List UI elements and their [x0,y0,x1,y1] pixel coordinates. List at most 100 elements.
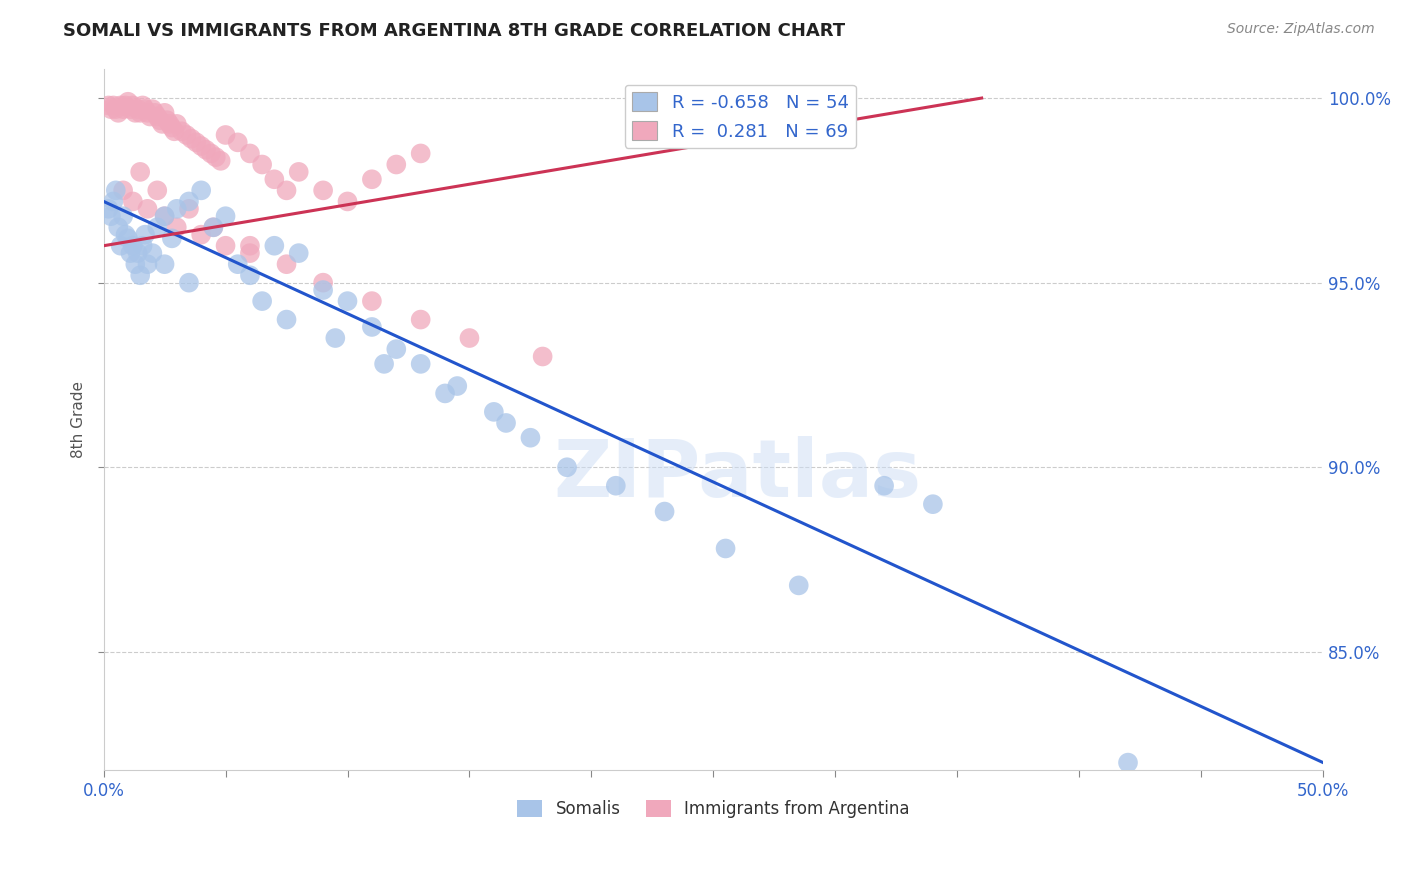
Point [176,128,198,142]
Point [239,238,262,252]
Point [373,357,395,371]
Point [150,117,173,131]
Point [177,276,200,290]
Point [97,98,120,112]
Point [482,405,505,419]
Point [153,209,176,223]
Text: ZIPatlas: ZIPatlas [554,436,922,515]
Point [312,183,335,197]
Point [122,98,145,112]
Point [153,257,176,271]
Point [209,153,232,168]
Point [226,257,249,271]
Point [180,131,202,145]
Point [195,143,218,157]
Point [495,416,517,430]
Point [873,479,896,493]
Point [214,238,236,252]
Point [519,431,541,445]
Point [385,157,408,171]
Point [110,238,132,252]
Point [263,238,285,252]
Point [141,102,163,116]
Point [186,136,208,150]
Point [163,124,186,138]
Point [120,246,142,260]
Point [250,157,273,171]
Point [120,102,142,116]
Point [287,246,309,260]
Point [446,379,468,393]
Point [159,117,181,131]
Point [226,136,249,150]
Point [714,541,737,556]
Point [605,479,627,493]
Point [112,209,135,223]
Point [200,146,222,161]
Point [458,331,481,345]
Point [239,268,262,283]
Point [146,220,169,235]
Point [112,183,135,197]
Point [555,460,578,475]
Point [361,294,384,309]
Point [166,202,188,216]
Point [323,331,346,345]
Point [239,146,262,161]
Text: SOMALI VS IMMIGRANTS FROM ARGENTINA 8TH GRADE CORRELATION CHART: SOMALI VS IMMIGRANTS FROM ARGENTINA 8TH … [63,22,845,40]
Point [177,202,200,216]
Point [122,238,145,252]
Point [312,283,335,297]
Point [100,209,122,223]
Point [107,105,129,120]
Legend: Somalis, Immigrants from Argentina: Somalis, Immigrants from Argentina [510,793,917,825]
Point [361,320,384,334]
Point [104,102,127,116]
Point [139,110,162,124]
Point [156,113,179,128]
Point [129,268,152,283]
Point [250,294,273,309]
Point [190,227,212,242]
Point [170,124,193,138]
Point [190,139,212,153]
Point [385,342,408,356]
Point [146,110,169,124]
Y-axis label: 8th Grade: 8th Grade [72,381,86,458]
Point [202,220,225,235]
Point [124,257,146,271]
Point [190,183,212,197]
Point [336,194,359,209]
Point [124,105,146,120]
Point [97,202,120,216]
Point [336,294,359,309]
Point [122,194,145,209]
Point [136,105,159,120]
Point [146,183,169,197]
Point [103,98,125,112]
Point [160,120,183,135]
Point [153,209,176,223]
Point [112,102,135,116]
Point [787,578,810,592]
Point [107,220,129,235]
Point [654,504,676,518]
Point [136,202,159,216]
Point [214,209,236,223]
Point [214,128,236,142]
Point [312,276,335,290]
Point [131,98,153,112]
Point [287,165,309,179]
Point [239,246,262,260]
Point [361,172,384,186]
Point [204,150,226,164]
Point [922,497,945,511]
Point [129,165,152,179]
Point [127,246,149,260]
Point [434,386,457,401]
Point [129,105,152,120]
Point [276,312,298,326]
Point [103,194,125,209]
Point [136,257,159,271]
Point [114,227,136,242]
